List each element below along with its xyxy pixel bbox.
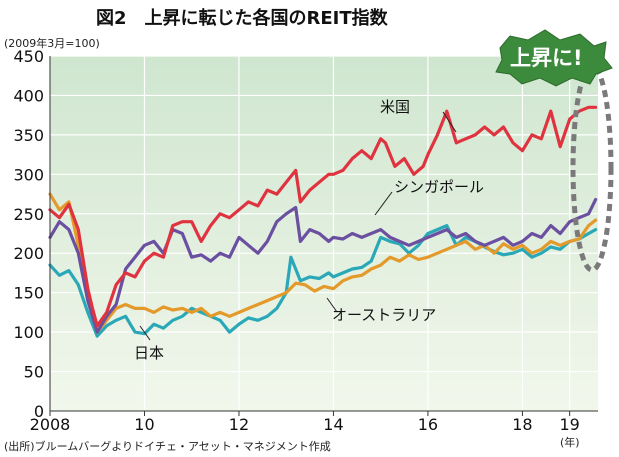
label-australia: オーストラリア (332, 306, 436, 324)
series-annotations: 米国 シンガポール オーストラリア 日本 (134, 98, 484, 362)
y-axis-label: (2009年3月=100) (4, 36, 100, 50)
series-line-シンガポール (48, 198, 598, 334)
x-tick-label: 19 (559, 415, 579, 434)
x-ticks: 2008 10 12 14 16 18 19 (30, 411, 580, 434)
y-tick-label: 150 (13, 284, 44, 303)
plot-area (50, 56, 598, 411)
x-tick-label: 18 (512, 415, 532, 434)
label-japan: 日本 (134, 344, 164, 362)
label-singapore: シンガポール (394, 178, 484, 196)
x-tick-label: 2008 (30, 415, 71, 434)
chart-title: 図2 上昇に転じた各国のREIT指数 (96, 7, 389, 29)
y-tick-label: 50 (24, 363, 44, 382)
source-note: (出所)ブルームバーグよりドイチェ・アセット・マネジメント作成 (4, 439, 331, 453)
x-tick-label: 16 (418, 415, 438, 434)
y-tick-label: 200 (13, 244, 44, 263)
series-line-米国 (48, 105, 598, 328)
label-leader-us (442, 111, 457, 133)
y-tick-label: 350 (13, 126, 44, 145)
callout-text: 上昇に! (510, 46, 583, 70)
x-tick-label: 10 (134, 415, 154, 434)
label-leader-japan (139, 325, 151, 341)
callout-burst: 上昇に! (495, 29, 613, 87)
label-leader-singapore (374, 191, 393, 216)
x-tick-label: 12 (229, 415, 249, 434)
label-leader-australia (326, 297, 338, 313)
y-tick-label: 450 (13, 47, 44, 66)
series-lines (48, 105, 598, 338)
highlight-ellipse (570, 63, 614, 273)
x-tick-label: 14 (323, 415, 343, 434)
y-ticks: 0 50 100 150 200 250 300 350 400 450 (13, 47, 44, 421)
label-us: 米国 (380, 98, 410, 116)
y-tick-label: 400 (13, 86, 44, 105)
x-axis-unit: (年) (560, 435, 580, 449)
y-tick-label: 100 (13, 323, 44, 342)
y-tick-label: 0 (34, 402, 44, 421)
y-tick-label: 300 (13, 165, 44, 184)
y-tick-label: 250 (13, 205, 44, 224)
series-line-オーストラリア (48, 192, 598, 334)
series-line-日本 (48, 224, 598, 338)
